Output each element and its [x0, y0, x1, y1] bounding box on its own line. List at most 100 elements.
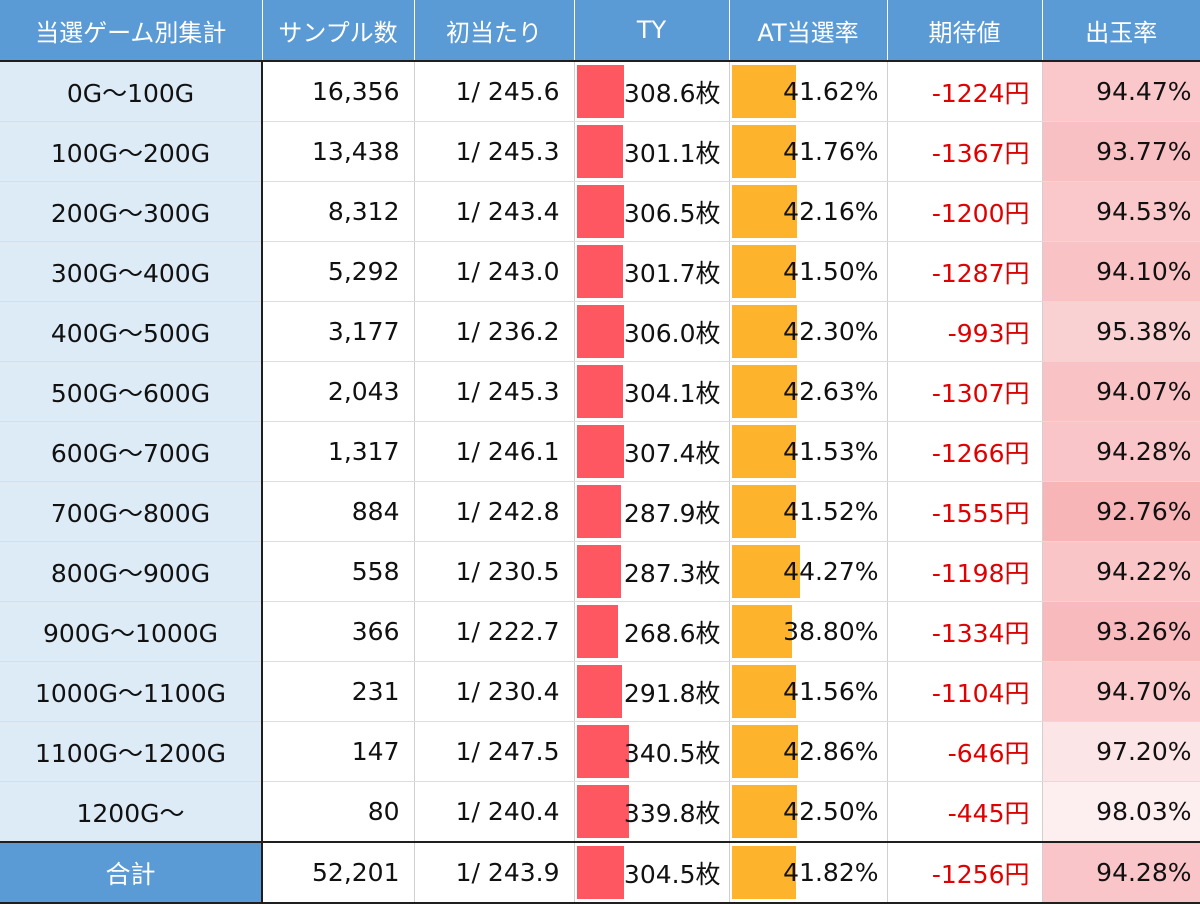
range-label: 300G～400G: [0, 241, 263, 302]
range-label: 1200G～: [0, 781, 263, 843]
table-row: 600G～700G 1,317 1/ 246.1 307.4枚 41.53% -1266円…: [0, 421, 1200, 482]
at-rate-cell: 42.30%: [729, 301, 888, 362]
ty-cell: 307.4枚: [574, 421, 730, 482]
expected-value: -1334円: [887, 601, 1043, 662]
range-label: 100G～200G: [0, 121, 263, 182]
ty-cell: 268.6枚: [574, 601, 730, 662]
range-label: 500G～600G: [0, 361, 263, 422]
payout-value: 95.38%: [1042, 301, 1200, 362]
at-rate-value: 42.63%: [783, 377, 879, 406]
header-expected-value: 期待値: [887, 0, 1043, 61]
at-rate-value: 41.82%: [783, 858, 879, 887]
samples-value: 80: [262, 781, 415, 843]
ty-databar: [576, 365, 623, 418]
at-databar: [731, 185, 797, 238]
first-hit-value: 1/ 245.3: [414, 121, 575, 182]
at-rate-cell: 42.63%: [729, 361, 888, 422]
ty-cell: 301.7枚: [574, 241, 730, 302]
payout-value: 94.47%: [1042, 60, 1200, 122]
ty-value: 340.5枚: [623, 738, 721, 768]
first-hit-value: 1/ 247.5: [414, 721, 575, 782]
ty-databar: [576, 305, 624, 358]
ty-value: 268.6枚: [623, 618, 721, 648]
at-rate-value: 41.76%: [783, 137, 879, 166]
first-hit-value: 1/ 242.8: [414, 481, 575, 542]
payout-value: 94.70%: [1042, 661, 1200, 722]
header-row: 当選ゲーム別集計 サンプル数 初当たり TY AT当選率 期待値 出玉率: [0, 0, 1200, 61]
ty-value: 287.3枚: [623, 558, 721, 588]
samples-value: 147: [262, 721, 415, 782]
at-rate-value: 42.50%: [783, 797, 879, 826]
samples-value: 5,292: [262, 241, 415, 302]
samples-value: 231: [262, 661, 415, 722]
payout-value: 93.77%: [1042, 121, 1200, 182]
at-databar: [731, 785, 797, 838]
range-label: 900G～1000G: [0, 601, 263, 662]
samples-value: 884: [262, 481, 415, 542]
at-rate-cell: 41.56%: [729, 661, 888, 722]
range-label: 1000G～1100G: [0, 661, 263, 722]
header-at-rate: AT当選率: [729, 0, 888, 61]
at-rate-value: 41.56%: [783, 677, 879, 706]
ty-cell: 301.1枚: [574, 121, 730, 182]
at-rate-cell: 41.76%: [729, 121, 888, 182]
ty-cell: 306.5枚: [574, 181, 730, 242]
first-hit-value: 1/ 245.3: [414, 361, 575, 422]
at-rate-value: 42.86%: [783, 737, 879, 766]
samples-value: 13,438: [262, 121, 415, 182]
at-databar: [731, 846, 796, 899]
at-databar: [731, 725, 798, 778]
ty-value: 291.8枚: [623, 678, 721, 708]
at-rate-value: 41.50%: [783, 257, 879, 286]
samples-value: 2,043: [262, 361, 415, 422]
samples-value: 52,201: [262, 841, 415, 904]
table-row: 1200G～ 80 1/ 240.4 339.8枚 42.50% -445円 98.03%: [0, 781, 1200, 843]
payout-value: 94.10%: [1042, 241, 1200, 302]
at-databar: [731, 425, 796, 478]
expected-value: -1555円: [887, 481, 1043, 542]
ty-cell: 304.5枚: [574, 841, 730, 904]
at-databar: [731, 245, 796, 298]
payout-value: 97.20%: [1042, 721, 1200, 782]
table-row: 1100G～1200G 147 1/ 247.5 340.5枚 42.86% -646円 9…: [0, 721, 1200, 782]
at-databar: [731, 65, 796, 118]
ty-value: 306.0枚: [623, 318, 721, 348]
ty-value: 301.1枚: [623, 138, 721, 168]
at-rate-cell: 41.50%: [729, 241, 888, 302]
first-hit-value: 1/ 240.4: [414, 781, 575, 843]
ty-databar: [576, 846, 624, 899]
table-row: 100G～200G 13,438 1/ 245.3 301.1枚 41.76% -1367…: [0, 121, 1200, 182]
at-rate-cell: 41.52%: [729, 481, 888, 542]
header-payout: 出玉率: [1042, 0, 1200, 61]
samples-value: 366: [262, 601, 415, 662]
range-label: 合計: [0, 841, 263, 904]
payout-value: 98.03%: [1042, 781, 1200, 843]
expected-value: -1307円: [887, 361, 1043, 422]
first-hit-value: 1/ 246.1: [414, 421, 575, 482]
expected-value: -646円: [887, 721, 1043, 782]
first-hit-value: 1/ 243.4: [414, 181, 575, 242]
at-rate-cell: 41.53%: [729, 421, 888, 482]
ty-value: 339.8枚: [623, 798, 721, 828]
expected-value: -1104円: [887, 661, 1043, 722]
expected-value: -445円: [887, 781, 1043, 843]
samples-value: 558: [262, 541, 415, 602]
at-rate-cell: 41.82%: [729, 841, 888, 904]
first-hit-value: 1/ 230.4: [414, 661, 575, 722]
at-rate-value: 41.62%: [783, 77, 879, 106]
ty-value: 301.7枚: [623, 258, 721, 288]
at-rate-value: 42.16%: [783, 197, 879, 226]
at-rate-cell: 38.80%: [729, 601, 888, 662]
ty-value: 304.1枚: [623, 378, 721, 408]
payout-value: 94.53%: [1042, 181, 1200, 242]
range-label: 1100G～1200G: [0, 721, 263, 782]
ty-value: 304.5枚: [623, 859, 721, 889]
ty-cell: 308.6枚: [574, 60, 730, 122]
total-row: 合計 52,201 1/ 243.9 304.5枚 41.82% -1256円 94.28%: [0, 841, 1200, 904]
table-row: 900G～1000G 366 1/ 222.7 268.6枚 38.80% -1334円 9…: [0, 601, 1200, 662]
expected-value: -993円: [887, 301, 1043, 362]
ty-databar: [576, 785, 629, 838]
table-row: 200G～300G 8,312 1/ 243.4 306.5枚 42.16% -1200円…: [0, 181, 1200, 242]
expected-value: -1367円: [887, 121, 1043, 182]
header-ty: TY: [574, 0, 730, 61]
